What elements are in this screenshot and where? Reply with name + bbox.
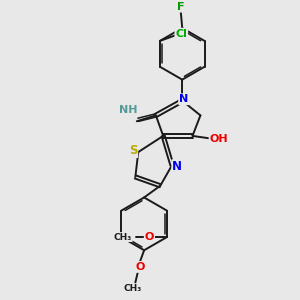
Text: N: N (179, 94, 188, 104)
Text: CH₃: CH₃ (124, 284, 142, 293)
Text: N: N (172, 160, 182, 173)
Text: O: O (145, 232, 154, 242)
Text: CH₃: CH₃ (114, 232, 132, 242)
Text: Cl: Cl (176, 28, 187, 39)
Text: F: F (177, 2, 184, 12)
Text: NH: NH (119, 104, 137, 115)
Text: OH: OH (210, 134, 228, 144)
Text: O: O (135, 262, 144, 272)
Text: S: S (129, 144, 137, 157)
